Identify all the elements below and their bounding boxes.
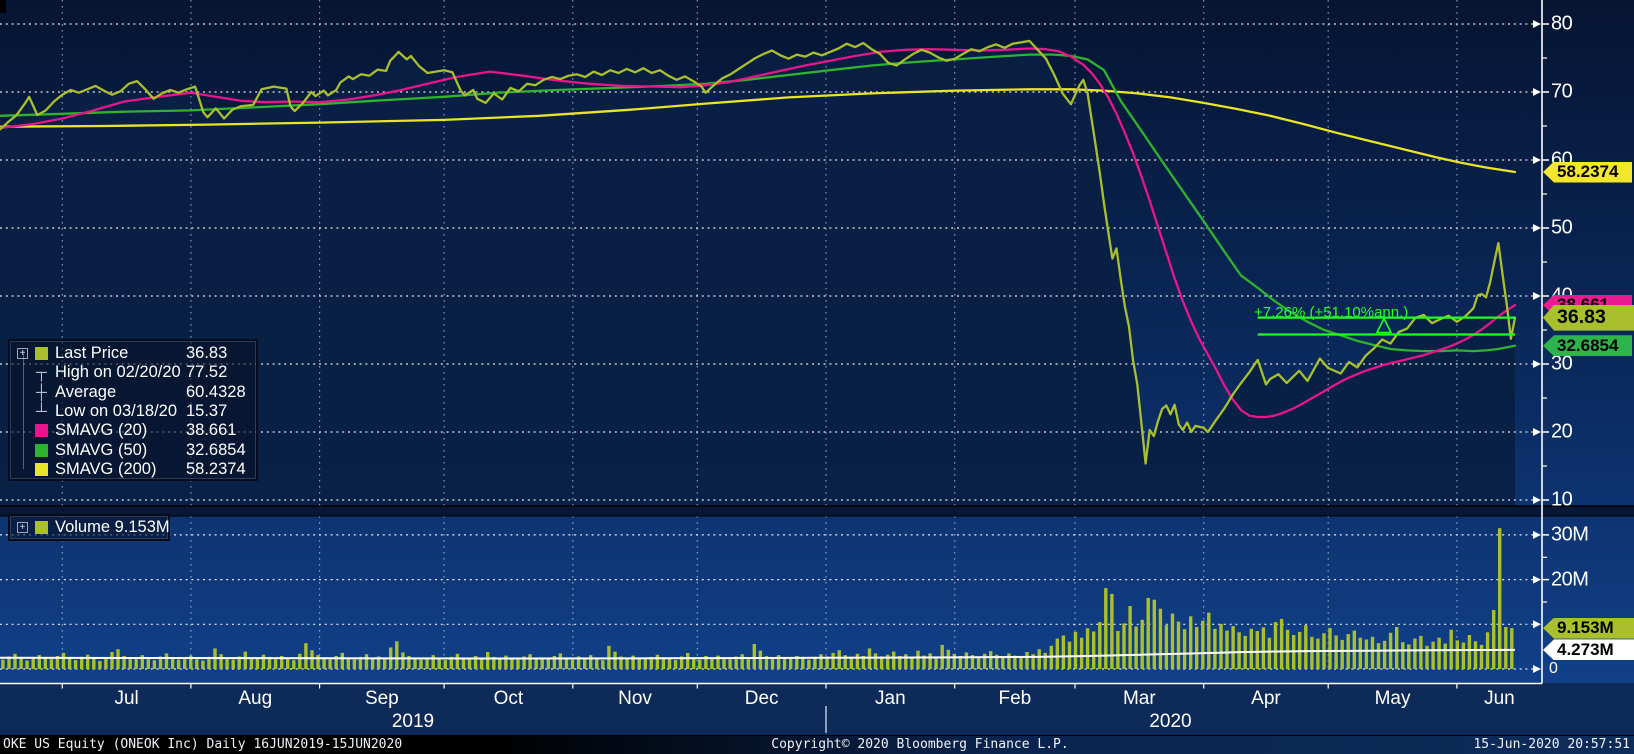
legend-value: 60.4328: [186, 382, 246, 401]
volume-axis-tick-0: 0: [1549, 660, 1558, 677]
series-swatch-icon: [35, 462, 48, 476]
legend-row-smavg-20-[interactable]: SMAVG (20) 38.661: [10, 421, 256, 440]
value-flag-4.273M: 4.273M: [1543, 639, 1634, 661]
price-axis-tick-20: 20: [1551, 420, 1573, 443]
volume-legend-box: + Volume 9.153M: [8, 514, 170, 541]
expand-icon[interactable]: +: [17, 522, 28, 533]
legend-label: Last Price: [55, 344, 129, 363]
expand-icon[interactable]: +: [17, 348, 28, 360]
legend-label: Low on 03/18/20: [55, 402, 178, 421]
volume-axis-tick-20M: 20M: [1551, 568, 1589, 591]
avg-marker-icon: ┼: [36, 383, 47, 401]
annotation-lines: [1257, 316, 1515, 336]
month-label-jun: Jun: [1484, 688, 1515, 709]
percent-change-annotation: +7.26% (+51.10%ann.): [1254, 304, 1409, 321]
month-label-jul: Jul: [114, 688, 139, 709]
legend-value: 15.37: [186, 402, 228, 421]
legend-label: SMAVG (50): [55, 440, 148, 459]
axes: [0, 0, 1549, 733]
copyright-text: Copyright© 2020 Bloomberg Finance L.P.: [771, 737, 1069, 752]
legend-row-smavg-50-[interactable]: SMAVG (50) 32.6854: [10, 440, 256, 459]
value-flag-32.6854: 32.6854: [1543, 335, 1632, 357]
series-smavg-20-: [0, 47, 1517, 419]
panel-divider: [0, 505, 1634, 517]
month-label-nov: Nov: [618, 688, 652, 709]
price-axis-tick-80: 80: [1551, 12, 1573, 35]
year-label-2019: 2019: [391, 711, 435, 732]
value-flag-36.83: 36.83: [1543, 304, 1634, 331]
corner-notch: [0, 0, 6, 13]
month-label-oct: Oct: [493, 688, 524, 709]
month-label-mar: Mar: [1122, 688, 1156, 709]
legend-label: SMAVG (200): [55, 459, 157, 478]
low-marker-icon: ┴: [36, 403, 47, 421]
month-label-may: May: [1374, 688, 1411, 709]
legend-row-high-on-02-20-20[interactable]: ┬ High on 02/20/20 77.52: [10, 363, 256, 382]
month-label-apr: Apr: [1251, 688, 1281, 709]
legend-label: Average: [55, 382, 117, 401]
volume-swatch-icon: [35, 521, 48, 534]
status-bar: OKE US Equity (ONEOK Inc) Daily 16JUN201…: [0, 735, 1634, 754]
legend-row-smavg-200-[interactable]: SMAVG (200) 58.2374: [10, 460, 256, 479]
legend-label: High on 02/20/20: [55, 363, 181, 382]
month-label-sep: Sep: [364, 688, 399, 709]
legend-row-low-on-03-18-20[interactable]: ┴ Low on 03/18/20 15.37: [10, 402, 256, 421]
price-axis-tick-30: 30: [1551, 352, 1573, 375]
price-axis-tick-10: 10: [1551, 488, 1573, 511]
timestamp: 15-Jun-2020 20:57:51: [1473, 737, 1630, 752]
volume-average-line: [0, 648, 1516, 660]
month-label-dec: Dec: [744, 688, 779, 709]
series-swatch-icon: [35, 347, 48, 361]
legend-value: 58.2374: [186, 459, 246, 478]
month-label-jan: Jan: [875, 688, 906, 709]
volume-axis-tick-30M: 30M: [1551, 523, 1589, 546]
high-marker-icon: ┬: [36, 364, 47, 382]
legend-value: 36.83: [186, 344, 228, 363]
legend-value: 38.661: [186, 421, 237, 440]
series-swatch-icon: [35, 443, 48, 457]
value-flag-58.2374: 58.2374: [1543, 161, 1632, 183]
year-label-2020: 2020: [1149, 711, 1192, 732]
month-label-aug: Aug: [238, 688, 273, 709]
series-swatch-icon: [35, 424, 48, 438]
gridlines: [0, 0, 1541, 673]
series-last-price: [0, 39, 1517, 465]
legend-row-last-price[interactable]: + Last Price 36.83: [10, 344, 256, 363]
price-area-fill: [0, 40, 1515, 507]
legend-value: 32.6854: [186, 440, 246, 459]
volume-bars: [1, 528, 1514, 669]
price-axis-tick-70: 70: [1551, 80, 1573, 103]
volume-legend-label: Volume 9.153M: [55, 518, 170, 536]
legend-tree-connector: [23, 351, 24, 469]
value-flag-9.153M: 9.153M: [1543, 617, 1634, 639]
legend-label: SMAVG (20): [55, 421, 148, 440]
legend-row-average[interactable]: ┼ Average 60.4328: [10, 383, 256, 402]
series-smavg-50-: [0, 53, 1517, 353]
month-label-feb: Feb: [998, 688, 1032, 709]
price-axis-tick-50: 50: [1551, 216, 1573, 239]
security-description: OKE US Equity (ONEOK Inc) Daily 16JUN201…: [3, 737, 403, 752]
price-legend-box: + Last Price 36.83 ┬ High on 02/20/20 77.52 ┼ A…: [8, 339, 258, 481]
legend-value: 77.52: [186, 363, 228, 382]
